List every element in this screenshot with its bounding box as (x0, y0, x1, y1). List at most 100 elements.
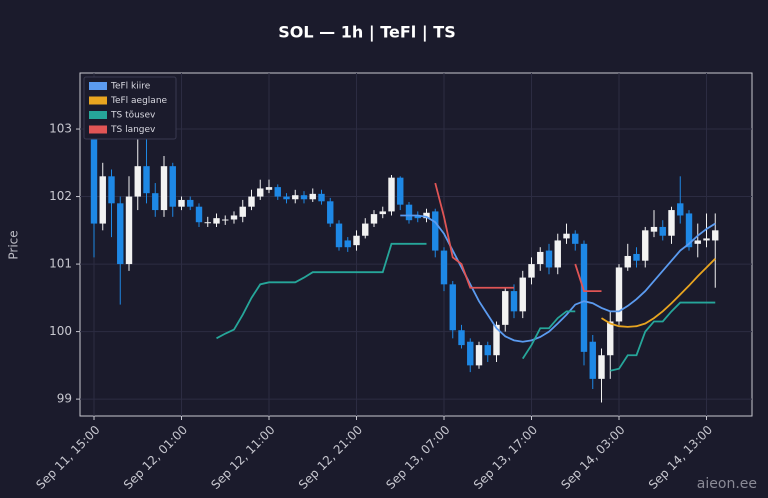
overlay-line (610, 301, 716, 372)
overlay-line (400, 214, 716, 343)
legend-swatch (89, 125, 107, 134)
candle-body (134, 166, 141, 197)
candle-body (335, 223, 343, 248)
candle-body (213, 218, 220, 224)
candle-body (300, 195, 308, 200)
chart-title: SOL — 1h | TeFl | TS (278, 23, 455, 43)
candle-body (414, 215, 421, 219)
y-tick-label: 103 (49, 122, 72, 136)
candle-body (344, 240, 351, 248)
candle-body (458, 330, 465, 346)
legend-label: TeFl aeglane (110, 96, 168, 106)
candle-body (274, 187, 281, 197)
candle-body (484, 345, 491, 356)
candle-body (703, 238, 710, 241)
legend-label: TS langev (110, 125, 156, 135)
x-tick-label: Sep 11, 15:00 (33, 423, 102, 492)
overlay-line (434, 182, 514, 289)
candle-body (265, 187, 273, 190)
candle-body (545, 250, 553, 268)
candle-body (423, 212, 430, 219)
legend-box (83, 76, 177, 140)
overlay-line (216, 242, 427, 340)
candle-body (90, 129, 98, 224)
candle-body (677, 203, 684, 216)
overlay-line (574, 263, 602, 292)
candle-body (572, 233, 579, 244)
candle-body (152, 193, 159, 211)
candle-body (388, 177, 395, 212)
overlay-line (521, 310, 576, 360)
candle-body (467, 341, 474, 366)
x-tick-label: Sep 12, 01:00 (121, 423, 190, 492)
candle-body (685, 213, 693, 248)
candle-body (257, 188, 264, 197)
legend-label: TS tõusev (110, 111, 156, 121)
candle-body (204, 222, 211, 224)
y-axis-label: Price (7, 230, 21, 259)
x-tick-label: Sep 12, 21:00 (296, 423, 365, 492)
candle-body (292, 195, 299, 200)
candle-body (178, 199, 185, 207)
legend-swatch (89, 111, 107, 119)
candle-body (519, 277, 526, 312)
candle-body (712, 230, 719, 241)
candle-body (283, 196, 290, 200)
candle-body (580, 243, 588, 352)
legend-label: TeFl kiire (110, 82, 151, 92)
watermark: aieon.ee (697, 476, 757, 492)
candle-body (362, 223, 369, 236)
candle-body (502, 291, 509, 325)
candle-body (440, 250, 448, 285)
candle-body (598, 355, 605, 379)
candle-body (633, 253, 640, 261)
candle-body (222, 219, 229, 221)
candle-body (230, 215, 238, 220)
x-tick-label: Sep 13, 17:00 (471, 423, 540, 492)
candle-body (554, 240, 561, 268)
legend-swatch (89, 82, 107, 90)
candle-body (432, 211, 439, 251)
candle-body (99, 176, 106, 224)
x-tick-label: Sep 14, 03:00 (558, 423, 627, 492)
legend: TeFl kiire TeFl aeglane TS tõusev TS langev (83, 76, 177, 140)
candle-body (239, 206, 246, 217)
candle-body (353, 235, 360, 246)
candle-body (589, 341, 596, 379)
candle-body (528, 264, 535, 278)
candle-body (615, 267, 623, 322)
candle-body (624, 255, 631, 268)
candle-body (650, 226, 658, 232)
candle-body (397, 177, 404, 205)
x-tick-label: Sep 13, 07:00 (383, 423, 452, 492)
candle-body (659, 226, 666, 236)
legend-swatch (89, 96, 107, 105)
candle-body (694, 240, 701, 244)
x-tick-label: Sep 12, 11:00 (208, 423, 277, 492)
y-tick-label: 101 (49, 257, 72, 271)
candle-body (117, 203, 124, 265)
candle-body (318, 193, 325, 202)
candle-body (449, 284, 456, 331)
y-tick-label: 102 (49, 189, 72, 203)
candle-body (327, 201, 334, 224)
candle-body (563, 233, 570, 239)
candle-body (108, 176, 115, 204)
candle-body (379, 211, 386, 215)
candle-body (607, 321, 614, 356)
candle-body (309, 193, 316, 200)
candle-body (642, 230, 649, 261)
candle-body (187, 199, 194, 207)
candle-body (195, 206, 203, 223)
candle-body (169, 166, 176, 207)
candle-body (475, 345, 483, 366)
candle-body (493, 324, 500, 356)
candle-body (143, 166, 150, 194)
candle-body (248, 196, 255, 207)
candle-body (160, 166, 168, 211)
candle-body (668, 210, 675, 236)
y-tick-label: 100 (49, 324, 72, 338)
candle-body (405, 204, 413, 221)
